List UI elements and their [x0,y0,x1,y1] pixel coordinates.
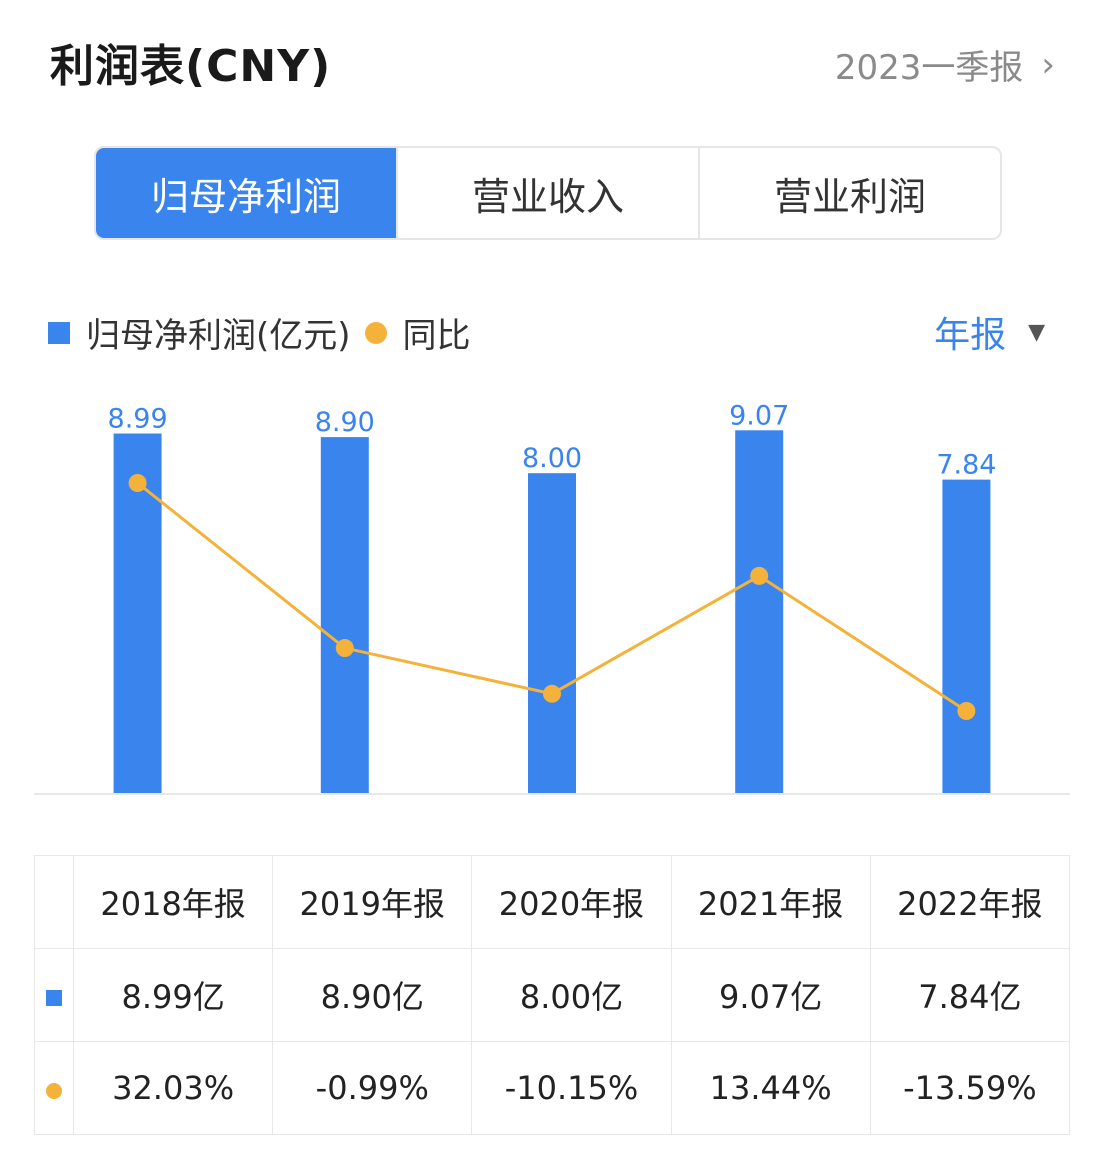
legend-line-label: 同比 [402,316,471,356]
yoy-point-2022年报 [957,702,976,720]
table-cell: 7.84亿 [869,948,1071,1042]
legend-line-swatch [364,321,387,344]
bar-2018年报 [113,433,162,794]
square-marker-icon [46,990,62,1006]
bar-2020年报 [528,473,576,794]
chart-legend: 归母净利润(亿元) 同比 [48,308,471,357]
table-corner-cell [34,855,74,949]
table-cell: 13.44% [670,1041,871,1135]
frequency-selector[interactable]: 年报 ▼ [934,306,1045,358]
bar-data-labels: 8.99 8.90 8.00 9.07 7.84 [108,400,997,480]
table-header-row: 2018年报 2019年报 2020年报 2021年报 2022年报 [34,855,1071,949]
report-period-label: 2023一季报 [834,48,1024,88]
table-header-cell: 2020年报 [471,855,672,949]
profit-row-marker [34,948,74,1042]
caret-down-icon: ▼ [1028,319,1045,345]
yoy-point-2021年报 [750,566,769,585]
table-cell: -0.99% [272,1041,473,1135]
tab-operating-revenue[interactable]: 营业收入 [396,148,698,238]
table-row-profit: 8.99亿 8.90亿 8.00亿 9.07亿 7.84亿 [34,948,1071,1042]
legend-bar-label: 归母净利润(亿元) [86,316,351,356]
bar-data-label: 7.84 [936,450,996,481]
table-cell: 9.07亿 [670,948,871,1042]
bar-2021年报 [735,430,784,794]
tab-operating-profit[interactable]: 营业利润 [698,148,1000,238]
bar-data-label: 8.90 [315,407,375,438]
bar-series [113,430,991,794]
report-period-selector[interactable]: 2023一季报 › [835,40,1055,89]
bar-2022年报 [942,479,991,794]
page-title: 利润表(CNY) [50,41,332,92]
yoy-row-marker [34,1041,74,1135]
table-header-cell: 2021年报 [670,855,871,949]
data-table: 2018年报 2019年报 2020年报 2021年报 2022年报 8.99亿… [34,855,1071,1135]
table-header-cell: 2018年报 [72,855,274,949]
frequency-label: 年报 [934,315,1007,356]
profit-chart: 8.99 8.90 8.00 9.07 7.84 [34,400,1070,795]
metric-tabs: 归母净利润 营业收入 营业利润 [94,146,1002,240]
legend-bar-swatch [48,321,70,344]
yoy-points [128,474,976,720]
tab-net-profit-attributable[interactable]: 归母净利润 [96,148,396,238]
table-cell: -13.59% [869,1041,1071,1135]
table-cell: 8.99亿 [72,948,274,1042]
yoy-point-2019年报 [335,639,354,658]
bar-data-label: 8.00 [522,443,582,474]
dot-marker-icon [46,1083,62,1099]
table-cell: -10.15% [471,1041,672,1135]
yoy-point-2020年报 [543,684,561,703]
table-cell: 8.00亿 [471,948,672,1042]
table-header-cell: 2019年报 [272,855,473,949]
table-header-cell: 2022年报 [869,855,1071,949]
table-row-yoy: 32.03% -0.99% -10.15% 13.44% -13.59% [34,1041,1071,1135]
bar-data-label: 8.99 [108,404,168,435]
table-cell: 32.03% [72,1041,274,1135]
bar-data-label: 9.07 [729,400,789,431]
bar-2019年报 [320,437,369,794]
chevron-right-icon: › [1041,44,1055,85]
yoy-point-2018年报 [128,474,147,492]
table-cell: 8.90亿 [272,948,473,1042]
